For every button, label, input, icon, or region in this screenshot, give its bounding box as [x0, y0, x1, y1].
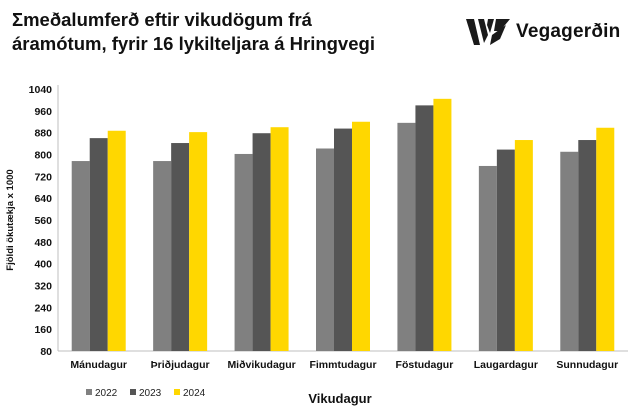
- x-category-label: Miðvikudagur: [227, 359, 295, 371]
- bar-2024-4: [352, 121, 370, 351]
- y-tick-label: 800: [34, 150, 52, 162]
- bar-2024-1: [107, 130, 126, 351]
- bar-2023-3: [252, 133, 271, 351]
- vegagerdin-logo: Vegagerðin: [466, 14, 636, 50]
- y-tick-label: 960: [34, 106, 52, 118]
- y-tick-label: 80: [40, 346, 52, 358]
- x-category-label: Fimmtudagur: [309, 359, 376, 371]
- x-category-label: Þriðjudagur: [151, 359, 210, 371]
- chart-title: Σmeðalumferð eftir vikudögum frá áramótu…: [12, 8, 452, 56]
- bar-2023-6: [496, 149, 515, 351]
- x-category-label: Mánudagur: [70, 359, 127, 371]
- y-tick-label: 160: [34, 324, 52, 336]
- bar-2023-5: [415, 105, 434, 351]
- bar-2024-3: [270, 127, 289, 351]
- legend-swatch-2023: [130, 389, 136, 395]
- y-tick-label: 480: [34, 237, 52, 249]
- legend-swatch-2024: [174, 389, 180, 395]
- vegagerdin-logo-icon: [466, 19, 510, 45]
- chart-title-line-2: áramótum, fyrir 16 lykilteljara á Hringv…: [12, 33, 375, 54]
- y-tick-label: 720: [34, 171, 52, 183]
- legend-label-2022: 2022: [95, 388, 118, 399]
- y-tick-label: 1040: [29, 84, 53, 96]
- bar-2023-1: [89, 138, 108, 351]
- bar-2022-2: [153, 161, 172, 351]
- legend-swatch-2022: [86, 389, 92, 395]
- x-category-label: Laugardagur: [474, 359, 538, 371]
- logo-text: Vegagerðin: [516, 21, 621, 42]
- bar-2022-3: [234, 153, 253, 351]
- bar-2022-6: [478, 165, 497, 351]
- bar-2022-7: [560, 151, 579, 351]
- y-tick-label: 640: [34, 193, 52, 205]
- bar-2022-1: [71, 161, 90, 351]
- bar-2023-4: [334, 128, 352, 351]
- bar-2023-7: [578, 140, 597, 351]
- y-tick-label: 560: [34, 215, 52, 227]
- y-tick-label: 880: [34, 128, 52, 140]
- legend-label-2024: 2024: [183, 388, 206, 399]
- bar-2023-2: [171, 143, 190, 351]
- bar-2024-5: [433, 98, 452, 351]
- chart-title-line-1: Σmeðalumferð eftir vikudögum frá: [12, 9, 312, 30]
- x-category-label: Föstudagur: [396, 359, 454, 371]
- y-axis-title: Fjöldi ökutækja x 1000: [5, 169, 16, 270]
- legend-label-2023: 2023: [139, 388, 162, 399]
- bar-2022-5: [397, 122, 416, 351]
- y-tick-label: 240: [34, 302, 52, 314]
- bar-2024-2: [189, 132, 208, 351]
- y-tick-label: 400: [34, 259, 52, 271]
- y-tick-label: 320: [34, 281, 52, 293]
- x-category-label: Sunnudagur: [556, 359, 618, 371]
- bar-2024-6: [514, 140, 533, 351]
- bar-2022-4: [316, 148, 334, 351]
- bar-2024-7: [596, 127, 615, 351]
- x-axis-title: Vikudagur: [308, 391, 371, 406]
